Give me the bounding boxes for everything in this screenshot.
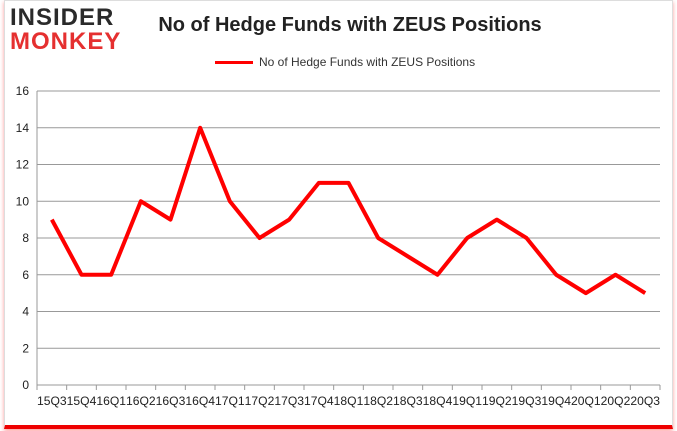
x-tick-label: 17Q4 <box>304 394 334 408</box>
x-tick-label: 16Q3 <box>156 394 186 408</box>
y-tick-label: 2 <box>22 341 29 355</box>
y-tick-label: 10 <box>16 194 30 208</box>
x-tick-label: 20Q1 <box>571 394 601 408</box>
legend-label: No of Hedge Funds with ZEUS Positions <box>259 55 476 69</box>
y-tick-label: 0 <box>22 378 29 392</box>
legend-swatch <box>215 60 253 64</box>
x-tick-label: 18Q3 <box>393 394 423 408</box>
x-tick-label: 15Q4 <box>67 394 97 408</box>
x-tick-label: 16Q1 <box>96 394 126 408</box>
legend: No of Hedge Funds with ZEUS Positions <box>215 55 475 69</box>
x-tick-label: 20Q3 <box>630 394 660 408</box>
x-tick-label: 15Q3 <box>37 394 67 408</box>
x-tick-label: 16Q2 <box>126 394 156 408</box>
x-tick-label: 19Q3 <box>512 394 542 408</box>
x-tick-label: 16Q4 <box>185 394 215 408</box>
y-tick-label: 6 <box>22 268 29 282</box>
x-tick-label: 18Q1 <box>334 394 364 408</box>
logo-insider: INSIDER <box>10 4 115 31</box>
x-tick-label: 17Q2 <box>245 394 275 408</box>
x-tick-label: 18Q2 <box>363 394 393 408</box>
chart-frame <box>4 0 673 429</box>
y-tick-label: 4 <box>22 305 29 319</box>
logo-monkey: MONKEY <box>10 28 122 55</box>
x-tick-label: 19Q2 <box>482 394 512 408</box>
series-line <box>50 125 647 296</box>
x-tick-label: 20Q2 <box>601 394 631 408</box>
chart-title: No of Hedge Funds with ZEUS Positions <box>158 14 542 36</box>
y-tick-label: 16 <box>16 84 30 98</box>
y-tick-label: 8 <box>22 231 29 245</box>
x-tick-label: 19Q4 <box>541 394 571 408</box>
y-tick-label: 12 <box>16 158 30 172</box>
x-tick-label: 18Q4 <box>423 394 453 408</box>
x-tick-label: 19Q1 <box>452 394 482 408</box>
y-tick-label: 14 <box>16 121 30 135</box>
x-tick-label: 17Q1 <box>215 394 245 408</box>
x-tick-label: 17Q3 <box>274 394 304 408</box>
